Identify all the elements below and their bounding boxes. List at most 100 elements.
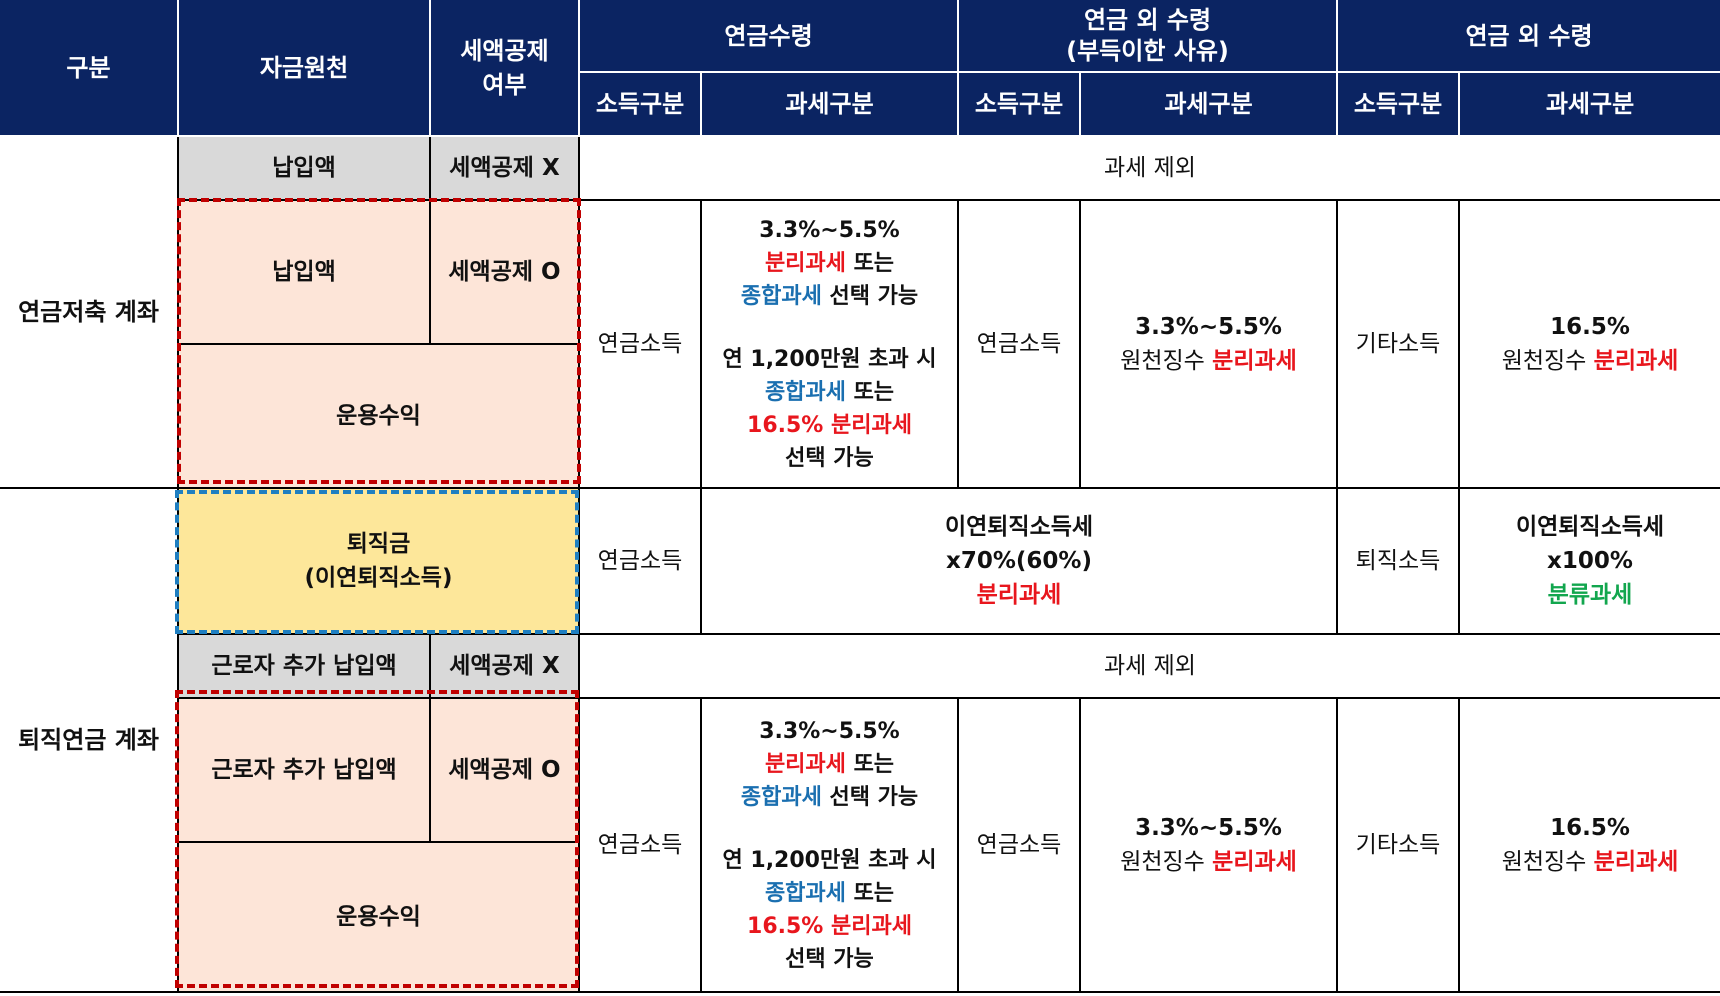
- retirement-tax-line2: 분리과세 또는: [722, 748, 936, 781]
- retirement-row2-source: 근로자 추가 납입액: [179, 699, 431, 843]
- savings-row2-source: 납입액: [179, 201, 431, 345]
- retirement-severance-other-tax-type: 분류과세: [1547, 582, 1633, 608]
- header-tax-type-2-text: 과세구분: [1164, 90, 1253, 118]
- retirement-row1-source-text: 근로자 추가 납입액: [211, 653, 397, 679]
- retirement-tax-limit: 연 1,200만원 초과 시: [722, 847, 937, 873]
- retirement-row1-tax-excluded-text: 과세 제외: [1104, 653, 1196, 679]
- retirement-earnings: 운용수익: [179, 843, 580, 993]
- savings-pension-tax-text: 3.3%~5.5% 분리과세 또는 종합과세 선택 가능 연 1,200만원 초…: [722, 214, 936, 475]
- retirement-tax-line6: 종합과세 또는: [722, 877, 936, 910]
- savings-pension-income-text: 연금소득: [597, 331, 683, 357]
- retirement-row1-source: 근로자 추가 납입액: [179, 635, 431, 699]
- retirement-other-income-text: 기타소득: [1355, 832, 1441, 858]
- savings-row2-credit: 세액공제 O: [431, 201, 580, 345]
- savings-tax-sep2: 16.5% 분리과세: [747, 412, 912, 438]
- savings-tax-comp2: 종합과세: [764, 379, 846, 405]
- header-tax-type-3: 과세구분: [1460, 73, 1720, 137]
- retirement-tax-comp: 종합과세: [740, 784, 822, 810]
- retirement-other-tax: 16.5% 원천징수 분리과세: [1460, 699, 1720, 993]
- header-non-pension-text: 연금 외 수령: [1465, 21, 1593, 50]
- retirement-tax-sep: 분리과세: [764, 751, 846, 777]
- savings-account-label: 연금저축 계좌: [0, 137, 179, 489]
- header-income-type-1: 소득구분: [580, 73, 702, 137]
- savings-row1-tax-excluded: 과세 제외: [580, 137, 1720, 201]
- retirement-other-withhold: 원천징수: [1501, 849, 1594, 875]
- header-income-type-2-text: 소득구분: [974, 90, 1064, 118]
- retirement-severance-other-income-text: 퇴직소득: [1355, 548, 1441, 574]
- savings-account-label-text: 연금저축 계좌: [18, 298, 159, 326]
- retirement-severance-other-income: 퇴직소득: [1338, 489, 1460, 635]
- retirement-severance-other-tax-text: 이연퇴직소득세 x100% 분류과세: [1516, 510, 1664, 612]
- savings-row1-tax-excluded-text: 과세 제외: [1104, 155, 1196, 181]
- savings-row1-credit: 세액공제 X: [431, 137, 580, 201]
- retirement-pension-income: 연금소득: [580, 699, 702, 993]
- header-income-type-1-text: 소득구분: [595, 90, 685, 118]
- retirement-unavoidable-sep: 분리과세: [1212, 849, 1297, 875]
- savings-other-line2: 원천징수 분리과세: [1502, 344, 1679, 378]
- retirement-pension-income-text: 연금소득: [597, 832, 683, 858]
- savings-tax-rate: 3.3%~5.5%: [759, 217, 900, 243]
- retirement-pension-tax-text: 3.3%~5.5% 분리과세 또는 종합과세 선택 가능 연 1,200만원 초…: [722, 715, 936, 976]
- savings-row2-credit-text: 세액공제 O: [448, 259, 561, 285]
- retirement-unavoidable-rate: 3.3%~5.5%: [1135, 815, 1282, 841]
- retirement-tax-choose2: 선택 가능: [785, 946, 874, 972]
- retirement-row1-tax-excluded: 과세 제외: [580, 635, 1720, 699]
- retirement-unavoidable-withhold: 원천징수: [1120, 849, 1213, 875]
- retirement-severance-source: 퇴직금 (이연퇴직소득): [179, 489, 580, 635]
- header-funding-source-text: 자금원천: [259, 53, 349, 82]
- retirement-severance-other-tax-title: 이연퇴직소득세: [1515, 514, 1665, 540]
- retirement-severance-pension-tax-title: 이연퇴직소득세: [944, 514, 1094, 540]
- savings-unavoidable-income: 연금소득: [959, 201, 1081, 489]
- retirement-tax-choose1: 선택 가능: [821, 784, 919, 810]
- retirement-severance-pension-income-text: 연금소득: [597, 548, 683, 574]
- retirement-earnings-text: 운용수익: [336, 904, 421, 930]
- savings-tax-line3: 종합과세 선택 가능: [722, 280, 936, 313]
- savings-other-tax-text: 16.5% 원천징수 분리과세: [1502, 310, 1679, 378]
- savings-tax-line2: 분리과세 또는: [722, 247, 936, 280]
- retirement-other-rate: 16.5%: [1550, 815, 1630, 841]
- savings-unavoidable-income-text: 연금소득: [976, 331, 1062, 357]
- retirement-other-sep: 분리과세: [1593, 849, 1679, 875]
- header-tax-type-1: 과세구분: [702, 73, 959, 137]
- retirement-pension-tax: 3.3%~5.5% 분리과세 또는 종합과세 선택 가능 연 1,200만원 초…: [702, 699, 959, 993]
- retirement-tax-spacer: [722, 814, 936, 844]
- savings-tax-limit: 연 1,200만원 초과 시: [722, 346, 937, 372]
- savings-unavoidable-rate: 3.3%~5.5%: [1135, 314, 1282, 340]
- savings-pension-income: 연금소득: [580, 201, 702, 489]
- savings-pension-tax: 3.3%~5.5% 분리과세 또는 종합과세 선택 가능 연 1,200만원 초…: [702, 201, 959, 489]
- savings-unavoidable-tax: 3.3%~5.5% 원천징수 분리과세: [1081, 201, 1338, 489]
- header-funding-source: 자금원천: [179, 0, 431, 137]
- retirement-severance-source-text: 퇴직금 (이연퇴직소득): [304, 531, 453, 591]
- retirement-severance-other-tax: 이연퇴직소득세 x100% 분류과세: [1460, 489, 1720, 635]
- savings-unavoidable-line2: 원천징수 분리과세: [1120, 344, 1297, 378]
- savings-earnings: 운용수익: [179, 345, 580, 489]
- retirement-row2-credit: 세액공제 O: [431, 699, 580, 843]
- retirement-severance-other-tax-rate: x100%: [1547, 548, 1633, 574]
- retirement-other-line2: 원천징수 분리과세: [1502, 845, 1679, 879]
- retirement-severance-pension-tax-type: 분리과세: [976, 582, 1062, 608]
- savings-other-rate: 16.5%: [1550, 314, 1630, 340]
- savings-other-income: 기타소득: [1338, 201, 1460, 489]
- savings-tax-comp: 종합과세: [740, 283, 822, 309]
- savings-unavoidable-tax-text: 3.3%~5.5% 원천징수 분리과세: [1120, 310, 1297, 378]
- header-category-text: 구분: [66, 53, 111, 82]
- savings-other-withhold: 원천징수: [1501, 348, 1594, 374]
- header-tax-type-1-text: 과세구분: [785, 90, 874, 118]
- savings-earnings-text: 운용수익: [336, 403, 421, 429]
- retirement-severance-pension-income: 연금소득: [580, 489, 702, 635]
- retirement-row2-source-text: 근로자 추가 납입액: [211, 757, 397, 783]
- retirement-account-label: 퇴직연금 계좌: [0, 489, 179, 993]
- retirement-tax-sep2: 16.5% 분리과세: [747, 913, 912, 939]
- header-tax-type-2: 과세구분: [1081, 73, 1338, 137]
- header-tax-credit-text: 세액공제 여부: [460, 36, 549, 99]
- retirement-severance-pension-tax-rate: x70%(60%): [946, 548, 1092, 574]
- header-income-type-3: 소득구분: [1338, 73, 1460, 137]
- savings-tax-sep: 분리과세: [764, 250, 846, 276]
- retirement-account-label-text: 퇴직연금 계좌: [18, 726, 159, 754]
- retirement-row2-credit-text: 세액공제 O: [448, 757, 561, 783]
- savings-row1-source: 납입액: [179, 137, 431, 201]
- header-income-type-2: 소득구분: [959, 73, 1081, 137]
- savings-tax-line6: 종합과세 또는: [722, 376, 936, 409]
- retirement-unavoidable-tax-text: 3.3%~5.5% 원천징수 분리과세: [1120, 811, 1297, 879]
